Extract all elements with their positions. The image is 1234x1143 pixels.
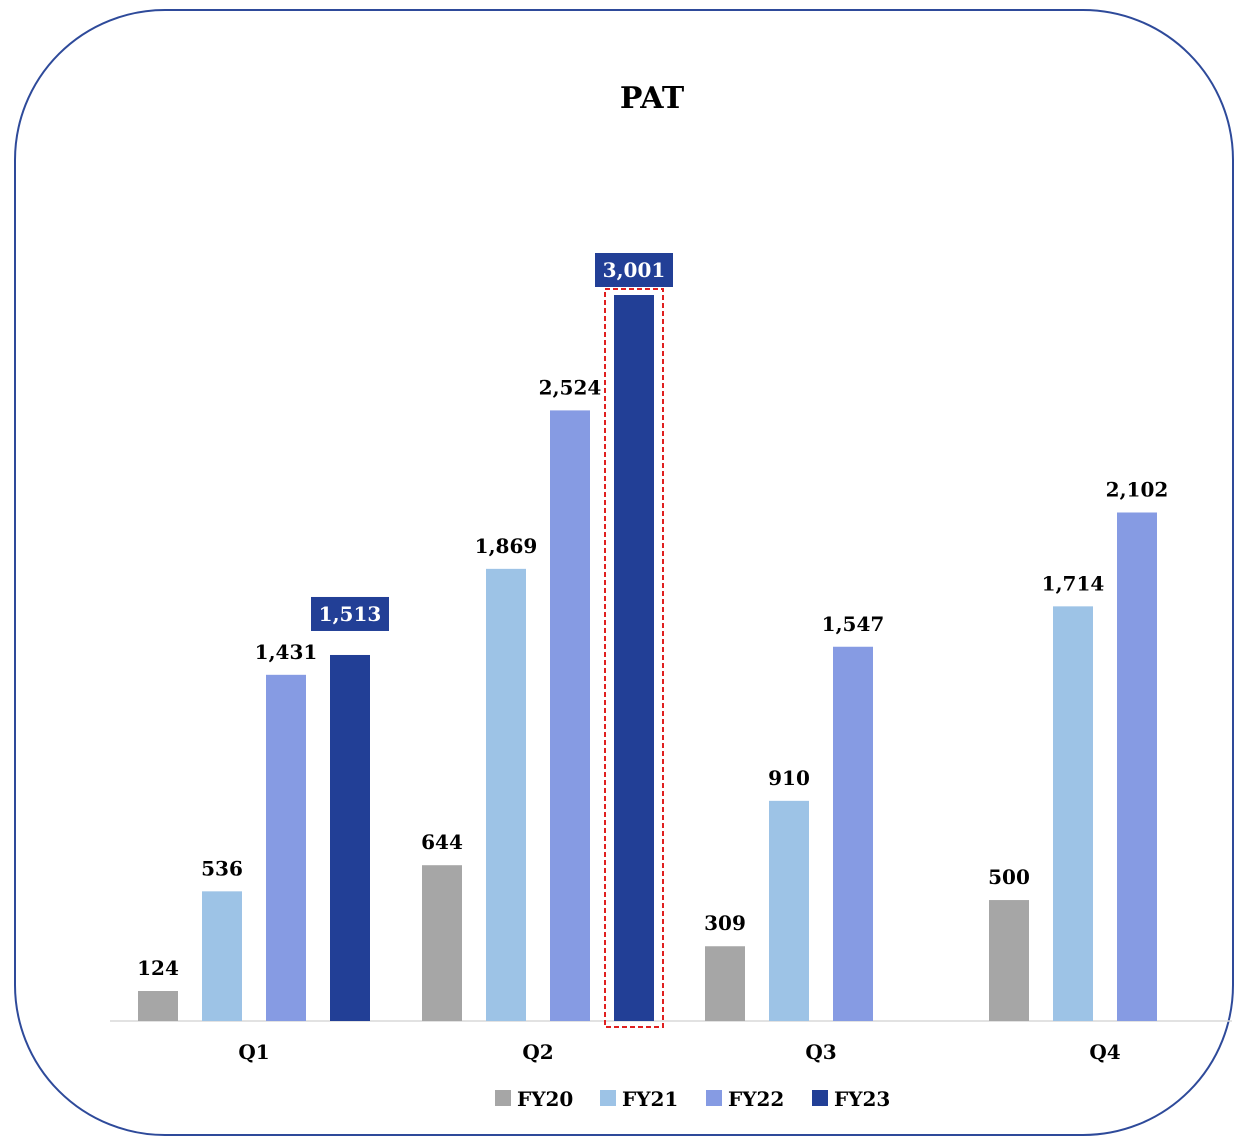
data-label-fy20-q1: 124 [137, 956, 179, 980]
data-label-fy21-q4: 1,714 [1042, 571, 1105, 595]
bars-group [138, 288, 1157, 1028]
legend-swatch-fy20 [495, 1090, 511, 1106]
x-tick-q3: Q3 [805, 1040, 836, 1064]
x-tick-q2: Q2 [522, 1040, 553, 1064]
data-label-fy21-q3: 910 [768, 766, 810, 790]
data-label-fy21-q1: 536 [201, 856, 243, 880]
bar-fy21-q3 [769, 800, 809, 1021]
x-tick-labels-group: Q1 Q2 Q3 Q4 [238, 1040, 1120, 1064]
legend-swatch-fy21 [600, 1090, 616, 1106]
bar-fy22-q4 [1117, 512, 1157, 1021]
bar-fy21-q4 [1053, 606, 1093, 1021]
data-label-fy22-q2: 2,524 [539, 375, 602, 399]
data-label-box-fy23-q1 [311, 596, 389, 631]
bar-fy22-q3 [833, 646, 873, 1021]
chart-title: PAT [620, 81, 685, 116]
bar-fy20-q4 [989, 900, 1029, 1021]
data-label-fy22-q3: 1,547 [822, 612, 885, 636]
data-label-fy22-q1: 1,431 [255, 640, 318, 664]
bar-fy21-q2 [486, 568, 526, 1021]
highlight-outline [604, 288, 664, 1028]
data-label-fy23-q2: 3,001 [603, 258, 666, 282]
legend-swatch-fy23 [812, 1090, 828, 1106]
legend-label-fy22: FY22 [728, 1087, 784, 1111]
bar-fy20-q1 [138, 991, 178, 1021]
legend-label-fy20: FY20 [517, 1087, 573, 1111]
data-label-fy23-q1: 1,513 [319, 602, 382, 626]
bar-fy20-q3 [705, 946, 745, 1021]
bar-fy22-q2 [550, 410, 590, 1022]
data-label-fy20-q3: 309 [704, 911, 746, 935]
x-tick-q1: Q1 [238, 1040, 269, 1064]
legend: FY20 FY21 FY22 FY23 [495, 1087, 890, 1111]
bar-fy23-q2 [614, 295, 654, 1021]
bar-fy22-q1 [266, 674, 306, 1021]
data-label-fy20-q4: 500 [988, 865, 1030, 889]
legend-swatch-fy22 [706, 1090, 722, 1106]
data-label-fy22-q4: 2,102 [1106, 477, 1169, 501]
legend-label-fy23: FY23 [834, 1087, 890, 1111]
legend-label-fy21: FY21 [622, 1087, 678, 1111]
data-label-fy21-q2: 1,869 [475, 534, 538, 558]
bar-fy23-q1 [330, 654, 370, 1021]
bar-fy20-q2 [422, 865, 462, 1021]
data-label-fy20-q2: 644 [421, 830, 463, 854]
x-tick-q4: Q4 [1089, 1040, 1120, 1064]
data-label-box-fy23-q2 [595, 253, 673, 287]
bar-fy21-q1 [202, 891, 242, 1021]
